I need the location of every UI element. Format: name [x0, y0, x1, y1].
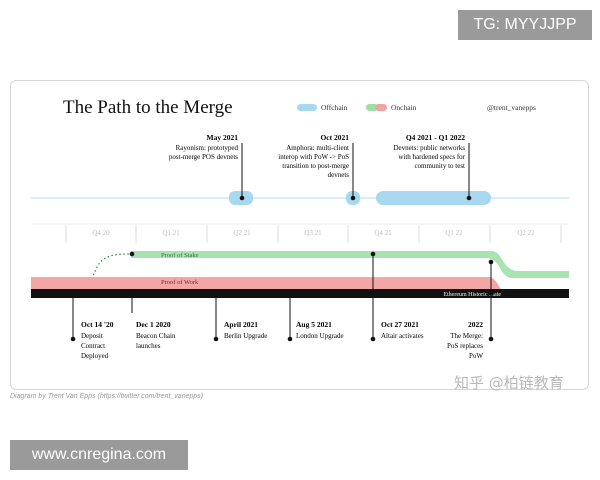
offchain-event-desc-3a: Devnets: public networks	[393, 144, 465, 152]
diagram-title: The Path to the Merge	[63, 97, 233, 118]
offchain-event-dot-2	[350, 195, 356, 201]
offchain-event-desc-3c: community to test	[414, 162, 465, 170]
onchain-event-desc-3a: Berlin Upgrade	[224, 332, 267, 340]
onchain-event-date-3: April 2021	[224, 320, 258, 329]
onchain-event-desc-4a: London Upgrade	[296, 332, 344, 340]
pos-marker-altair	[370, 251, 376, 257]
merge-timeline-diagram: The Path to the Merge Offchain Onchain @…	[31, 97, 569, 360]
onchain-event-date-5: Oct 27 2021	[381, 320, 419, 329]
onchain-event-desc-2b: launches	[136, 342, 161, 350]
offchain-event-desc-2b: interop with PoW -> PoS	[278, 153, 349, 161]
quarter-label-q4-20: Q4 20	[92, 229, 110, 237]
legend-onchain-swatch-red	[375, 104, 387, 111]
pos-track	[131, 251, 569, 278]
onchain-event-date-2: Dec 1 2020	[136, 320, 171, 329]
legend-offchain-label: Offchain	[321, 103, 348, 112]
legend-offchain-swatch	[297, 104, 317, 111]
offchain-event-desc-1a: Rayonism: prototyped	[176, 144, 239, 152]
historic-state-label: Ethereum Historic State	[443, 292, 501, 298]
pos-dotted-connector	[72, 253, 132, 294]
onchain-event-desc-6b: PoS replaces	[447, 342, 483, 350]
watermark-top-right: TG: MYYJJPP	[458, 10, 592, 40]
quarter-label-q2-21: Q2 21	[233, 229, 251, 237]
quarter-tick-labels: Q4 20 Q1 21 Q2 21 Q3 21 Q4 21 Q1 22 Q2 2…	[92, 229, 535, 237]
onchain-event-desc-6a: The Merge:	[450, 332, 483, 340]
onchain-event-desc-1a: Deposit	[81, 332, 103, 340]
pos-track-label: Proof of Stake	[161, 252, 199, 259]
diagram-caption: Diagram by Trent Van Epps (https://twitt…	[10, 393, 204, 400]
quarter-label-q4-21: Q4 21	[374, 229, 392, 237]
onchain-event-desc-1c: Deployed	[81, 352, 109, 360]
offchain-event-dot-1	[239, 195, 245, 201]
quarter-label-q1-21: Q1 21	[162, 229, 180, 237]
onchain-event-date-6: 2022	[468, 320, 483, 329]
quarter-label-q2-22: Q2 22	[517, 229, 535, 237]
offchain-event-desc-2c: transition to post-merge	[282, 162, 349, 170]
onchain-event-desc-2a: Beacon Chain	[136, 332, 176, 340]
watermark-bottom-left: www.cnregina.com	[10, 440, 188, 470]
legend-handle: @trent_vanepps	[487, 103, 536, 112]
diagram-card: The Path to the Merge Offchain Onchain @…	[10, 80, 589, 390]
offchain-event-desc-3b: with hardened specs for	[398, 153, 465, 161]
quarter-label-q3-21: Q3 21	[304, 229, 322, 237]
onchain-event-stems	[72, 264, 492, 339]
onchain-event-date-1: Oct 14 '20	[81, 320, 114, 329]
offchain-event-desc-2a: Amphora: multi-client	[286, 144, 349, 152]
onchain-event-desc-6c: PoW	[469, 352, 483, 360]
offchain-event-date-3: Q4 2021 - Q1 2022	[406, 133, 465, 142]
onchain-event-desc-5a: Altair activates	[381, 332, 424, 340]
quarter-label-q1-22: Q1 22	[445, 229, 463, 237]
offchain-event-date-2: Oct 2021	[320, 133, 349, 142]
watermark-chinese: 知乎 @柏链教育	[454, 374, 564, 392]
legend-onchain-label: Onchain	[391, 103, 417, 112]
quarter-ticks	[65, 225, 562, 243]
offchain-event-date-1: May 2021	[207, 133, 239, 142]
offchain-event-desc-2d: devnets	[328, 171, 350, 179]
onchain-event-date-4: Aug 5 2021	[296, 320, 332, 329]
historic-state-bar	[31, 289, 569, 298]
offchain-event-dot-3	[466, 195, 472, 201]
pow-track-label: Proof of Work	[161, 279, 199, 286]
offchain-event-desc-1b: post-merge POS devnets	[169, 153, 238, 161]
onchain-event-desc-1b: Contract	[81, 342, 105, 350]
onchain-event-dots	[70, 290, 494, 342]
merge-marker-top	[488, 259, 494, 265]
offchain-pill-devnets	[376, 191, 491, 205]
pos-marker-start	[129, 251, 135, 257]
legend-onchain-swatch-green	[366, 104, 378, 111]
